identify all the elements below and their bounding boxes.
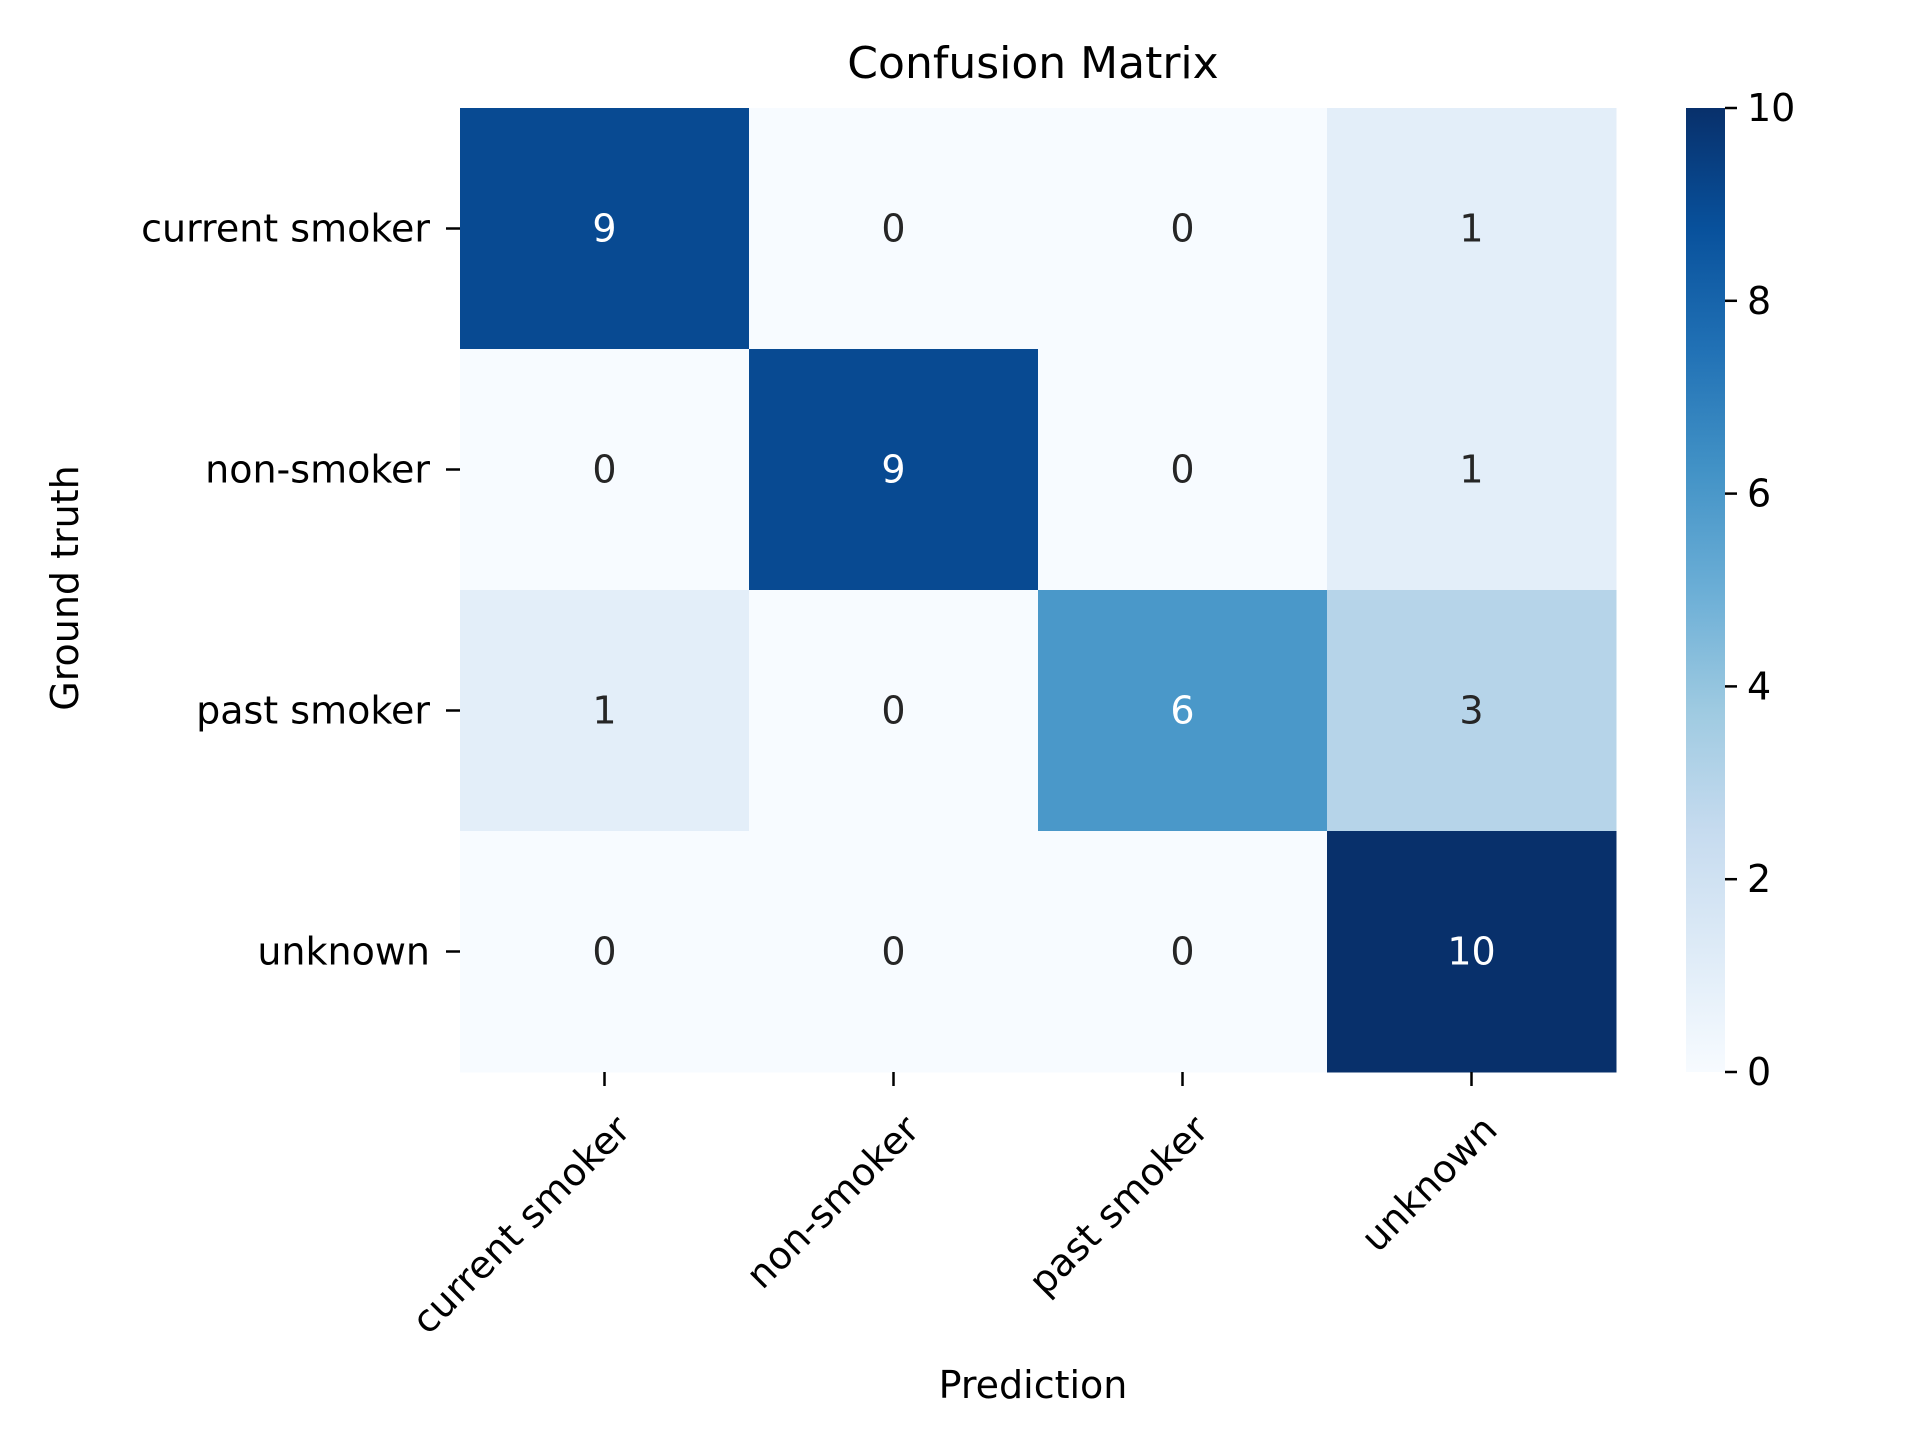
colorbar-tick-label: 0	[1747, 1050, 1771, 1094]
cell-value-label: 9	[881, 448, 905, 492]
y-axis: current smoker non-smoker past smoker unkno…	[141, 207, 460, 974]
heatmap-cell	[749, 590, 1039, 832]
heatmap-cells: 9 0 0 10 9 0 11 0 6 30 0 0 10	[460, 108, 1617, 1073]
heatmap-cell	[1038, 831, 1328, 1073]
chart-title: Confusion Matrix	[847, 38, 1218, 89]
heatmap-cell	[1327, 349, 1617, 591]
colorbar: 0 2 4 6 8 10	[1686, 86, 1795, 1094]
colorbar-tick-label: 6	[1747, 472, 1771, 516]
x-tick-label: past smoker	[1020, 1107, 1217, 1304]
cell-value-label: 3	[1459, 689, 1483, 733]
cell-value-label: 1	[1459, 207, 1483, 251]
heatmap-cell	[749, 108, 1039, 350]
heatmap-cell	[749, 349, 1039, 591]
heatmap-cell	[460, 590, 750, 832]
heatmap-cell	[1038, 108, 1328, 350]
heatmap-cell	[749, 831, 1039, 1073]
cell-value-label: 10	[1447, 930, 1495, 974]
colorbar-tick-label: 4	[1747, 664, 1771, 708]
cell-value-label: 0	[1170, 930, 1194, 974]
cell-value-label: 6	[1170, 689, 1194, 733]
cell-value-label: 0	[592, 930, 616, 974]
cell-value-label: 0	[1170, 207, 1194, 251]
cell-value-label: 0	[1170, 448, 1194, 492]
x-tick-label: non-smoker	[738, 1107, 928, 1297]
heatmap-cell	[1038, 349, 1328, 591]
x-tick-label: unknown	[1352, 1107, 1505, 1260]
heatmap-cell	[460, 831, 750, 1073]
x-tick-label: current smoker	[403, 1107, 639, 1343]
x-axis: current smoker non-smoker past smoker unkno…	[403, 1072, 1506, 1343]
cell-value-label: 9	[592, 207, 616, 251]
colorbar-tick-label: 8	[1747, 279, 1771, 323]
cell-value-label: 1	[592, 689, 616, 733]
y-tick-label: past smoker	[196, 689, 430, 733]
heatmap-cell	[1327, 108, 1617, 350]
cell-value-label: 0	[881, 207, 905, 251]
heatmap-cell	[1038, 590, 1328, 832]
heatmap-cell	[1327, 831, 1617, 1073]
heatmap-cell	[460, 349, 750, 591]
heatmap-cell	[460, 108, 750, 350]
cell-value-label: 0	[592, 448, 616, 492]
colorbar-tick-label: 10	[1747, 86, 1795, 130]
colorbar-tick-label: 2	[1747, 857, 1771, 901]
y-tick-label: non-smoker	[205, 448, 430, 492]
heatmap-cell	[1327, 590, 1617, 832]
colorbar-gradient	[1686, 108, 1725, 1072]
cell-value-label: 1	[1459, 448, 1483, 492]
y-axis-label: Ground truth	[43, 465, 87, 710]
cell-value-label: 0	[881, 689, 905, 733]
y-tick-label: current smoker	[141, 207, 430, 251]
x-axis-label: Prediction	[939, 1363, 1128, 1407]
y-tick-label: unknown	[257, 930, 430, 974]
cell-value-label: 0	[881, 930, 905, 974]
